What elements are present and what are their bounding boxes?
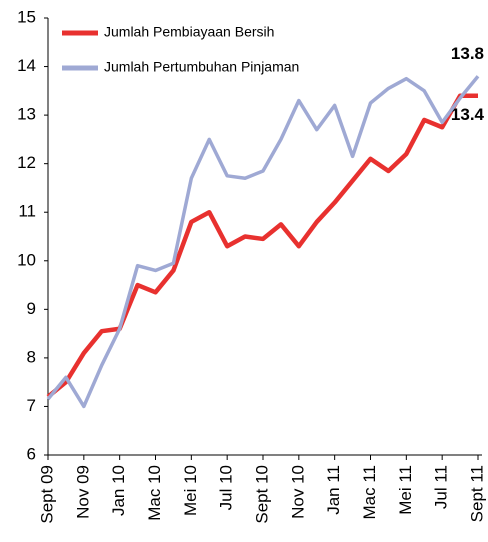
x-tick-label: Nov 09 bbox=[73, 465, 92, 519]
x-tick-label: Mac 10 bbox=[145, 465, 164, 521]
y-tick-label: 7 bbox=[27, 396, 36, 415]
y-tick-label: 10 bbox=[17, 250, 36, 269]
legend-label: Jumlah Pertumbuhan Pinjaman bbox=[104, 59, 299, 75]
x-tick-label: Jan 11 bbox=[324, 465, 343, 515]
series-line bbox=[46, 93, 478, 399]
y-tick-label: 11 bbox=[18, 202, 36, 221]
x-tick-label: Jan 10 bbox=[109, 465, 128, 516]
x-tick-label: Mac 11 bbox=[360, 465, 379, 520]
y-tick-label: 15 bbox=[17, 7, 36, 26]
x-tick-label: Jul 11 bbox=[432, 465, 451, 509]
y-tick-label: 13 bbox=[17, 105, 36, 124]
y-tick-label: 12 bbox=[17, 153, 36, 172]
x-tick-label: Sept 09 bbox=[37, 465, 56, 524]
end-value-label: 13.8 bbox=[451, 44, 484, 63]
y-tick-label: 6 bbox=[27, 444, 36, 463]
x-tick-label: Sept 11 bbox=[467, 465, 486, 522]
x-tick-label: Jul 10 bbox=[217, 465, 236, 510]
end-value-label: 13.4 bbox=[451, 105, 485, 124]
y-tick-label: 9 bbox=[27, 299, 36, 318]
x-tick-label: Sept 10 bbox=[252, 465, 271, 524]
y-tick-label: 14 bbox=[17, 56, 36, 75]
x-tick-label: Nov 10 bbox=[288, 465, 307, 519]
x-tick-label: Mei 10 bbox=[181, 465, 200, 516]
legend-label: Jumlah Pembiayaan Bersih bbox=[104, 24, 274, 40]
series-line bbox=[46, 75, 480, 409]
x-tick-label: Mei 11 bbox=[396, 465, 415, 515]
y-tick-label: 8 bbox=[27, 347, 36, 366]
